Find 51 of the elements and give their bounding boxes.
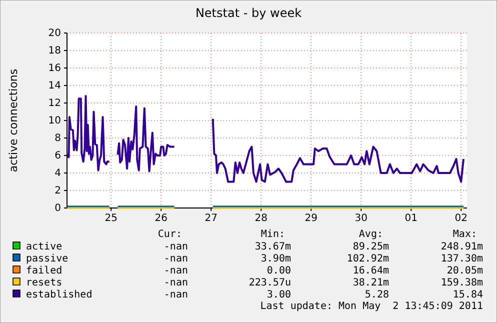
y-tick-label: 20 (48, 28, 61, 40)
x-tick-label: 28 (254, 213, 268, 224)
text: 102.92m (346, 254, 389, 264)
text: 3.90m (260, 254, 291, 264)
y-tick-label: 12 (48, 98, 61, 110)
text: 38.21m (352, 278, 389, 288)
y-tick-label: 16 (48, 63, 61, 74)
text: 5.28 (364, 290, 389, 300)
y-tick-label: 10 (48, 116, 61, 127)
legend-label: passive (26, 254, 68, 264)
text: -nan (164, 278, 188, 288)
legend-label: failed (26, 266, 62, 276)
y-tick-label: 0 (54, 203, 61, 214)
x-tick-label: 29 (304, 213, 318, 224)
text: Min: (260, 229, 285, 240)
text: 223.57u (248, 278, 291, 288)
y-tick-label: 18 (48, 46, 61, 57)
text: 248.91m (440, 242, 483, 252)
legend-label: active (26, 242, 62, 252)
y-tick-label: 14 (48, 80, 61, 92)
text: 16.64m (352, 266, 389, 276)
text: -nan (164, 290, 188, 300)
x-tick-label: 01 (404, 213, 418, 224)
text: Last update: Mon May 2 13:45:09 2011 (260, 301, 483, 312)
text: 137.30m (440, 254, 483, 264)
y-tick-label: 6 (54, 150, 61, 162)
legend-label: established (26, 290, 92, 300)
y-tick-label: 2 (54, 186, 61, 197)
x-tick-label: 02 (454, 213, 468, 224)
text: 3.00 (266, 290, 291, 300)
text: 33.67m (254, 242, 291, 252)
y-axis-title: active connections (7, 68, 20, 172)
y-tick-label: 4 (54, 168, 61, 180)
text: 0.00 (266, 266, 291, 276)
text: 20.05m (446, 266, 483, 276)
chart-title: Netstat - by week (195, 6, 302, 20)
text: 89.25m (352, 242, 389, 252)
x-tick-label: 25 (104, 213, 118, 224)
x-tick-label: 30 (354, 213, 368, 224)
text: Cur: (158, 229, 182, 240)
legend-label: resets (26, 278, 62, 288)
text: -nan (164, 242, 188, 252)
text: Avg: (358, 229, 383, 240)
x-tick-label: 27 (204, 213, 218, 224)
text: -nan (164, 254, 188, 264)
text: -nan (164, 266, 188, 276)
text: 159.38m (440, 278, 483, 288)
y-tick-label: 8 (54, 133, 61, 144)
text: 15.84 (452, 290, 483, 300)
x-tick-label: 26 (154, 213, 168, 224)
text: Max: (452, 229, 477, 240)
